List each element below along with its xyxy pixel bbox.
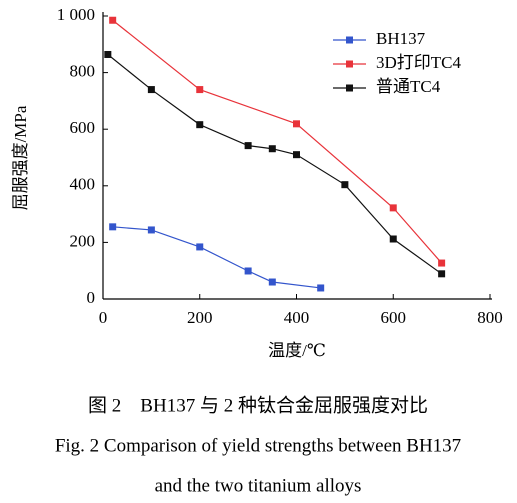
point	[147, 86, 155, 94]
point	[196, 121, 204, 129]
y-tick-label: 0	[87, 288, 96, 307]
caption: and the two titanium alloys	[155, 475, 362, 496]
y-tick-label: 1 000	[57, 5, 95, 24]
x-tick-label: 600	[381, 308, 407, 327]
y-axis-title: 屈服强度/MPa	[11, 105, 30, 210]
legend-label: 普通TC4	[376, 77, 441, 96]
point	[109, 16, 117, 24]
point	[109, 223, 117, 231]
point	[196, 243, 204, 251]
caption: 图 2 BH137 与 2 种钛合金屈服强度对比	[88, 394, 428, 416]
x-tick-label: 800	[477, 308, 503, 327]
x-tick-label: 0	[99, 308, 108, 327]
point	[341, 181, 349, 189]
x-tick-label: 400	[284, 308, 310, 327]
series-line	[112, 226, 321, 289]
point	[438, 270, 446, 278]
y-tick-label: 200	[70, 231, 96, 250]
y-tick-label: 600	[70, 118, 96, 137]
x-axis-title: 温度/℃	[268, 341, 326, 360]
point	[389, 204, 397, 212]
point	[244, 142, 252, 150]
x-tick-label: 200	[187, 308, 213, 327]
point	[104, 50, 112, 58]
point	[389, 235, 397, 243]
point	[293, 120, 300, 128]
point	[438, 259, 446, 267]
legend-label: BH137	[376, 29, 426, 48]
legend-marker	[346, 36, 353, 44]
legend-marker	[346, 84, 353, 92]
legend-label: 3D打印TC4	[376, 53, 461, 72]
y-tick-label: 400	[70, 175, 96, 194]
point	[196, 86, 204, 94]
point	[244, 267, 252, 275]
legend-marker	[346, 60, 353, 68]
caption: Fig. 2 Comparison of yield strengths bet…	[55, 435, 461, 456]
point	[293, 151, 300, 159]
point	[268, 145, 276, 153]
point	[147, 226, 155, 234]
point	[317, 284, 325, 292]
point	[268, 278, 276, 286]
y-tick-label: 800	[70, 62, 96, 81]
